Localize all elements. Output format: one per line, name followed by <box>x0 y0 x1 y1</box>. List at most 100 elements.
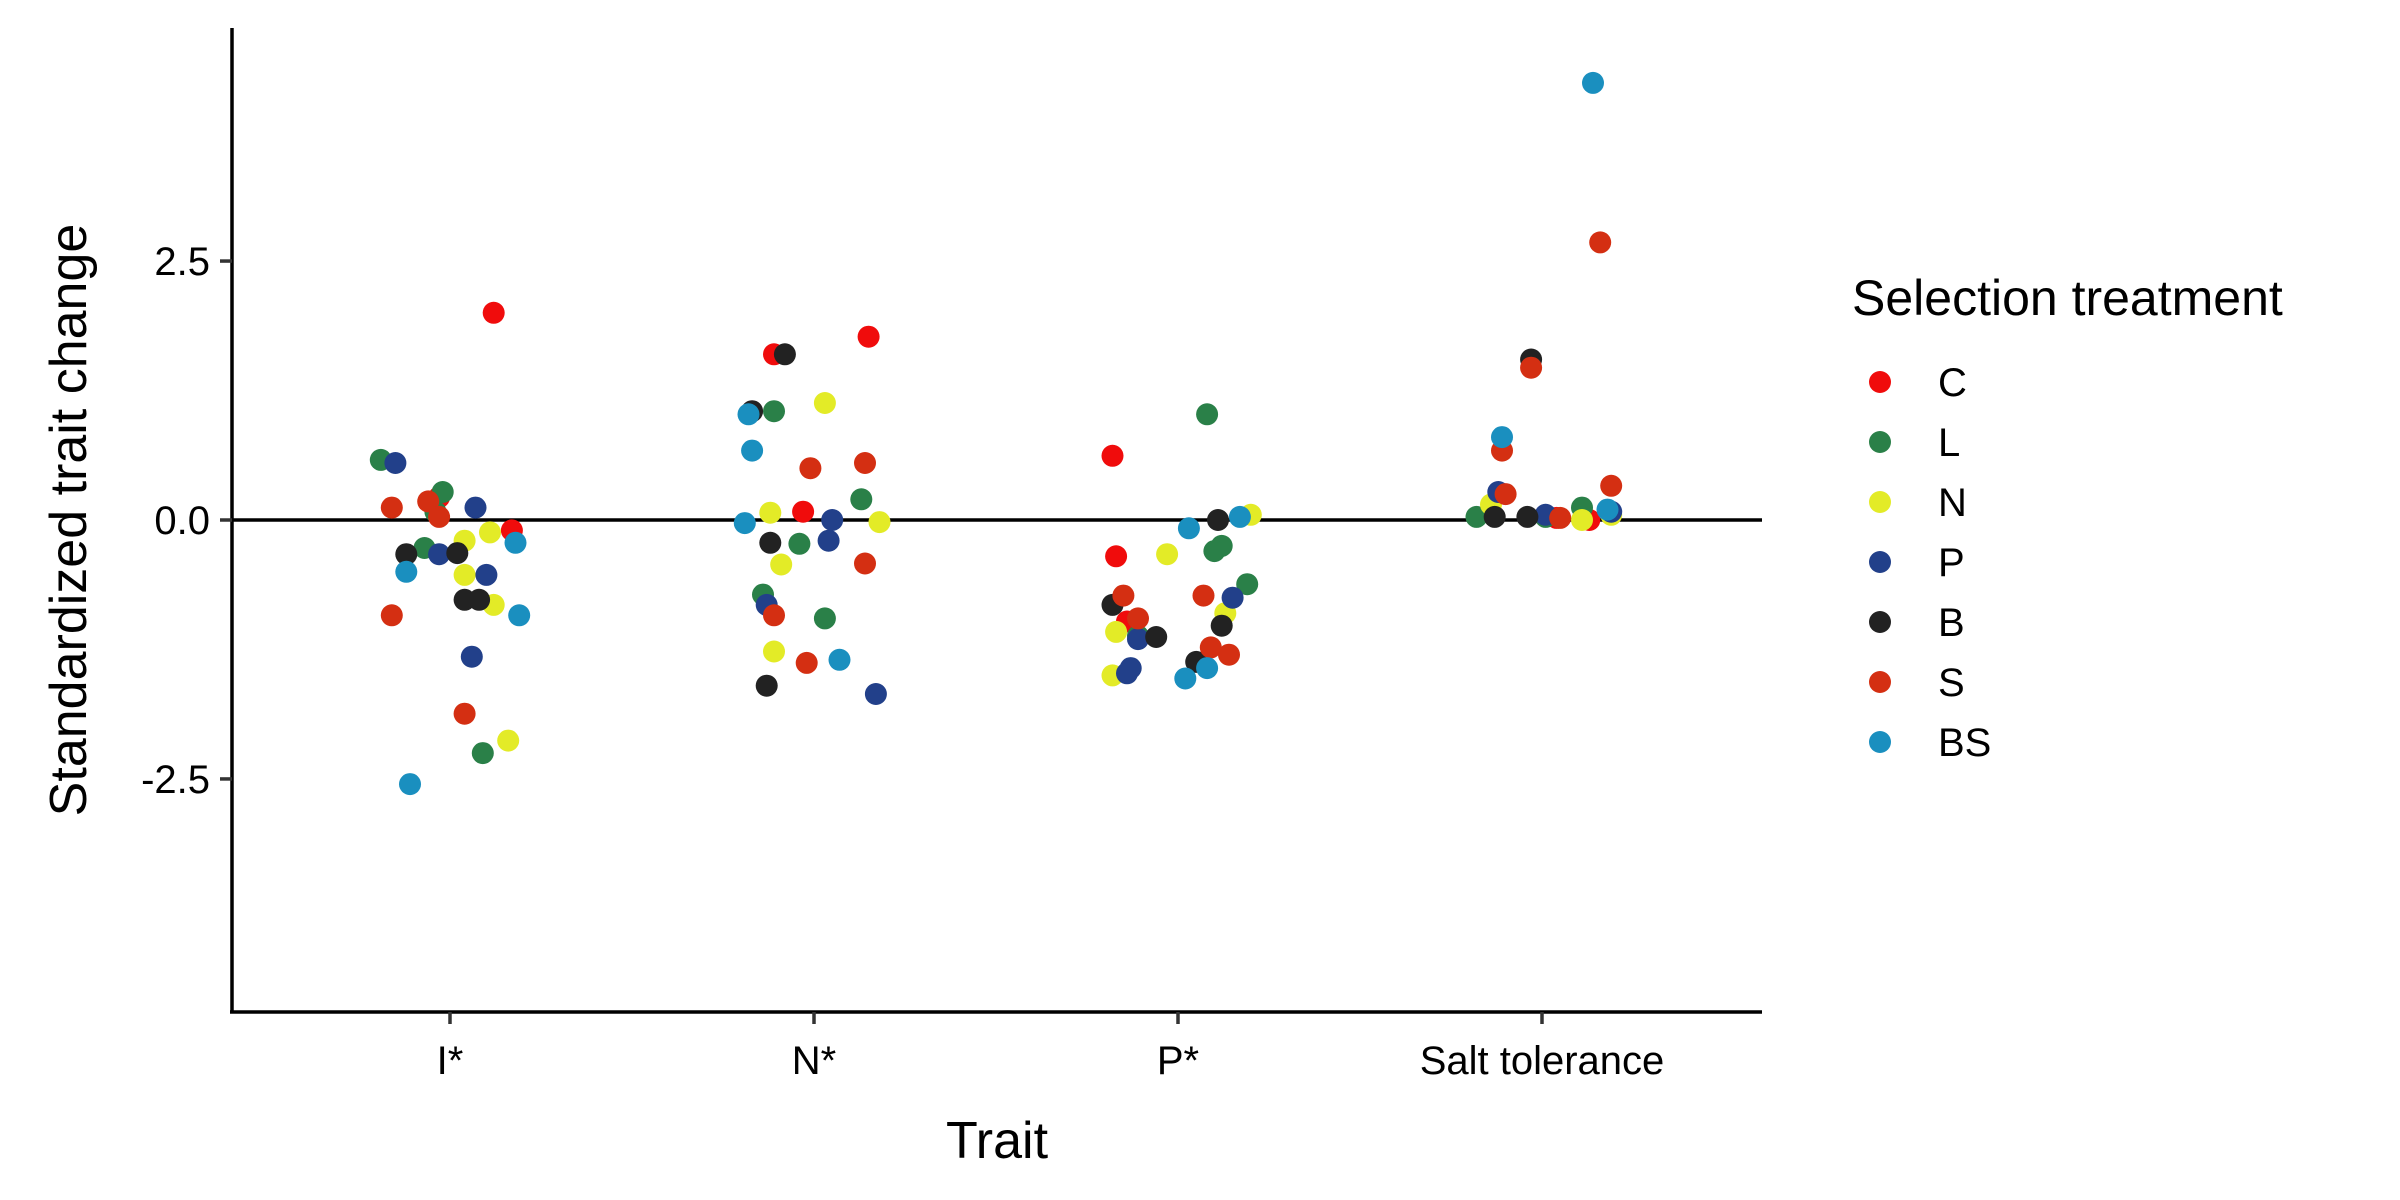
data-point-bs <box>508 604 531 627</box>
legend-key-b <box>1869 611 1891 633</box>
data-point-n <box>479 521 501 544</box>
data-point-b <box>1145 626 1168 648</box>
x-tick-label: I* <box>437 1039 464 1083</box>
data-point-l <box>1236 573 1259 596</box>
legend-label-l: L <box>1938 421 1960 465</box>
legend-key-l <box>1869 431 1891 453</box>
x-tick-label: N* <box>792 1039 836 1083</box>
data-point-s <box>1549 506 1572 529</box>
legend-key-n <box>1869 491 1891 513</box>
data-point-s <box>763 604 785 627</box>
data-point-s <box>417 490 440 513</box>
data-point-bs <box>828 648 851 671</box>
data-point-n <box>497 729 520 752</box>
data-point-l <box>1196 403 1219 426</box>
data-point-bs <box>1582 71 1604 94</box>
data-point-l <box>788 532 811 555</box>
data-point-s <box>1520 356 1543 379</box>
data-point-s <box>1494 483 1517 506</box>
data-point-bs <box>741 439 764 462</box>
data-point-s <box>1112 584 1135 607</box>
data-point-c <box>1105 545 1128 568</box>
x-tick-label: P* <box>1157 1039 1199 1083</box>
data-point-p <box>428 543 451 566</box>
data-point-bs <box>1228 505 1251 528</box>
data-point-l <box>813 607 836 630</box>
data-point-s <box>1192 584 1215 607</box>
data-point-b <box>1516 505 1539 528</box>
data-point-p <box>1221 586 1244 609</box>
data-point-bs <box>1491 426 1513 449</box>
legend-label-s: S <box>1938 661 1965 705</box>
data-point-n <box>770 553 793 576</box>
data-point-p <box>817 529 840 552</box>
legend-label-n: N <box>1938 481 1967 525</box>
data-point-l <box>1203 540 1226 563</box>
data-point-b <box>759 531 782 554</box>
data-point-b <box>1483 505 1506 528</box>
data-point-b <box>1207 509 1229 531</box>
data-point-c <box>857 325 880 348</box>
data-point-n <box>868 511 891 534</box>
data-point-p <box>460 645 483 668</box>
data-point-b <box>395 543 418 566</box>
data-point-s <box>380 496 403 519</box>
legend-key-s <box>1869 671 1891 693</box>
data-point-bs <box>504 531 527 554</box>
data-point-n <box>1156 543 1179 566</box>
data-point-bs <box>399 773 421 796</box>
data-point-bs <box>1596 498 1619 521</box>
data-point-l <box>763 400 785 423</box>
data-point-s <box>854 452 876 474</box>
legend-title: Selection treatment <box>1852 270 2283 326</box>
data-point-s <box>854 552 876 575</box>
y-axis-ticks: 2.5 0.0 -2.5 <box>141 240 232 802</box>
data-point-s <box>380 604 403 627</box>
data-point-n <box>1571 509 1593 531</box>
x-axis-title: Trait <box>946 1112 1049 1170</box>
x-axis-ticks: I* N* P* Salt tolerance <box>437 1012 1665 1083</box>
data-point-l <box>1465 505 1488 528</box>
data-point-n <box>759 501 782 524</box>
legend-key-p <box>1869 551 1891 573</box>
data-point-bs <box>395 560 418 583</box>
data-point-b <box>446 542 469 565</box>
data-point-p <box>464 496 487 519</box>
data-point-p <box>384 452 407 474</box>
data-point-bs <box>737 403 760 426</box>
data-point-c <box>792 500 815 523</box>
data-point-b <box>1210 614 1233 637</box>
data-point-p <box>864 683 887 705</box>
data-point-c <box>482 301 505 324</box>
y-tick-label: -2.5 <box>141 758 210 802</box>
x-tick-label: Salt tolerance <box>1420 1039 1665 1083</box>
data-point-s <box>1600 474 1623 497</box>
data-point-b <box>773 343 796 366</box>
data-point-s <box>1589 231 1612 254</box>
data-point-s <box>1218 643 1240 666</box>
data-point-s <box>453 702 476 725</box>
legend-key-bs <box>1869 731 1891 753</box>
legend-label-b: B <box>1938 601 1965 645</box>
legend-label-c: C <box>1938 361 1967 405</box>
data-point-s <box>428 505 451 528</box>
data-point-p <box>475 563 498 586</box>
data-point-s <box>1199 636 1222 659</box>
data-point-s <box>1127 607 1149 630</box>
data-point-p <box>1116 662 1138 685</box>
data-point-n <box>1105 620 1128 643</box>
legend-key-c <box>1869 371 1891 393</box>
data-point-bs <box>1196 657 1219 680</box>
data-point-s <box>799 457 822 480</box>
data-point-l <box>471 742 494 765</box>
data-point-p <box>1127 628 1149 651</box>
y-tick-label: 2.5 <box>154 240 210 284</box>
legend-label-p: P <box>1938 541 1965 585</box>
data-point-b <box>755 674 778 697</box>
data-point-bs <box>1177 517 1200 540</box>
y-axis-title: Standardized trait change <box>40 224 98 817</box>
data-point-n <box>813 392 836 414</box>
